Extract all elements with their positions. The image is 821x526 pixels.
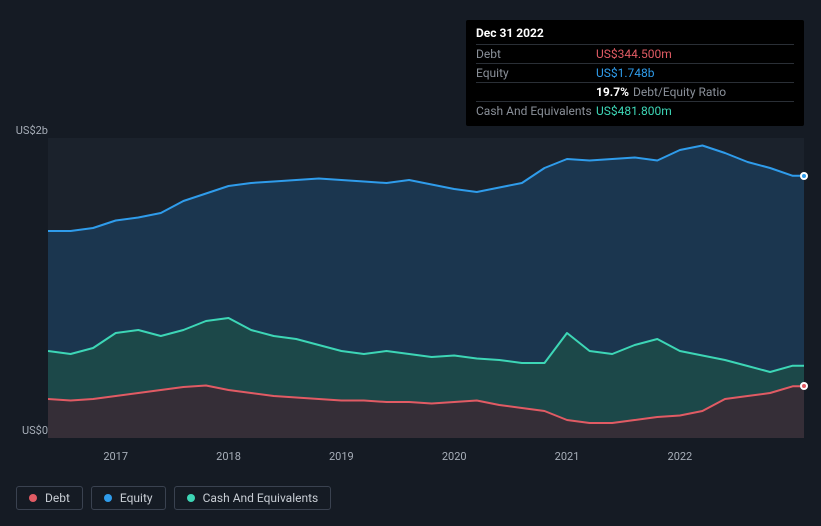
legend-label: Equity xyxy=(120,491,153,505)
chart-tooltip: Dec 31 2022 Debt US$344.500m Equity US$1… xyxy=(466,20,804,126)
legend-item-debt[interactable]: Debt xyxy=(16,486,83,510)
legend-label: Cash And Equivalents xyxy=(203,491,319,505)
debt-equity-chart: US$2b US$0 201720182019202020212022 xyxy=(16,122,804,462)
tooltip-label xyxy=(476,85,596,99)
y-axis-label-top: US$2b xyxy=(2,124,48,137)
x-axis-label: 2018 xyxy=(216,450,241,463)
tooltip-row-equity: Equity US$1.748b xyxy=(476,63,794,82)
tooltip-value: 19.7% xyxy=(596,85,629,99)
x-axis-label: 2022 xyxy=(668,450,693,463)
chart-plot-area[interactable] xyxy=(48,138,804,438)
chart-legend: Debt Equity Cash And Equivalents xyxy=(16,486,331,510)
x-axis-label: 2021 xyxy=(555,450,580,463)
tooltip-row-debt: Debt US$344.500m xyxy=(476,44,794,63)
end-marker-debt xyxy=(800,382,808,390)
x-axis-label: 2019 xyxy=(329,450,354,463)
x-axis-labels: 2017 2018 2019 2020 2021 2022 xyxy=(48,442,804,462)
x-axis-label: 2017 xyxy=(103,450,128,463)
debt-color-icon xyxy=(29,494,37,502)
tooltip-date: Dec 31 2022 xyxy=(476,26,794,44)
legend-item-cash[interactable]: Cash And Equivalents xyxy=(174,486,332,510)
end-marker-equity xyxy=(800,172,808,180)
tooltip-label: Cash And Equivalents xyxy=(476,104,596,118)
legend-label: Debt xyxy=(45,491,70,505)
tooltip-value: US$1.748b xyxy=(596,66,655,80)
equity-color-icon xyxy=(104,494,112,502)
tooltip-label: Equity xyxy=(476,66,596,80)
tooltip-value-suffix: Debt/Equity Ratio xyxy=(633,85,726,99)
tooltip-value: US$344.500m xyxy=(596,47,672,61)
tooltip-label: Debt xyxy=(476,47,596,61)
legend-item-equity[interactable]: Equity xyxy=(91,486,166,510)
tooltip-value: US$481.800m xyxy=(596,104,672,118)
tooltip-row-ratio: 19.7% Debt/Equity Ratio xyxy=(476,82,794,101)
cash-color-icon xyxy=(187,494,195,502)
x-axis-label: 2020 xyxy=(442,450,467,463)
tooltip-row-cash: Cash And Equivalents US$481.800m xyxy=(476,101,794,120)
y-axis-label-bottom: US$0 xyxy=(2,424,48,437)
